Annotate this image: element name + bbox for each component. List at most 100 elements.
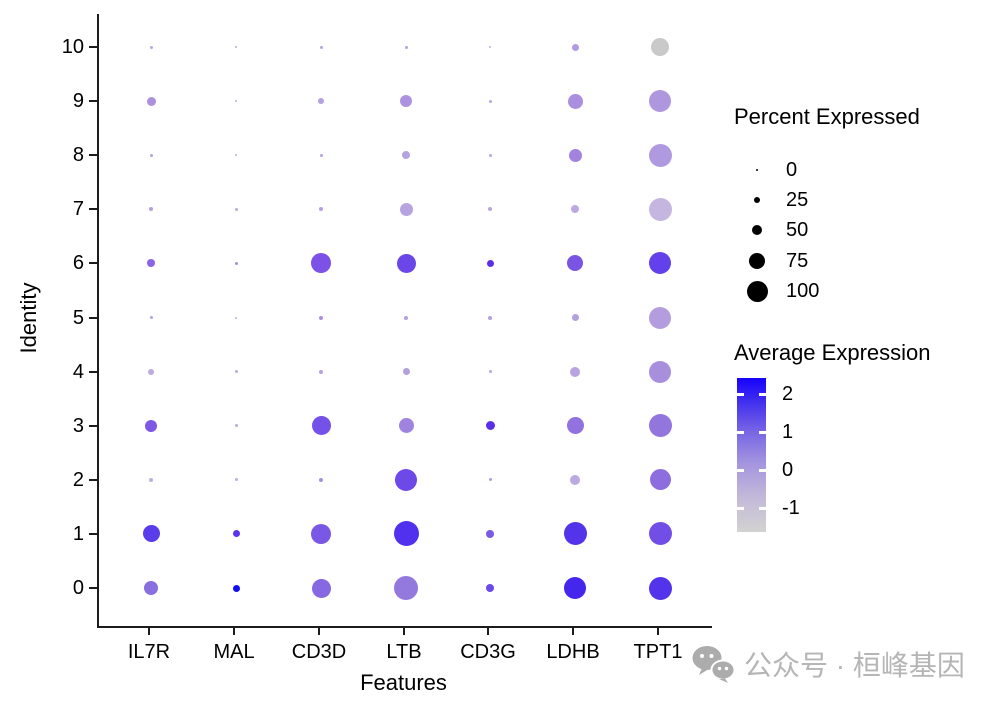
y-tick-label: 9 xyxy=(72,90,84,113)
dot-IL7R-identity-8 xyxy=(149,153,153,157)
dot-CD3G-identity-2 xyxy=(488,478,492,482)
x-tick-mark xyxy=(148,628,150,635)
y-tick-mark xyxy=(89,478,97,481)
dot-CD3D-identity-9 xyxy=(318,98,324,105)
y-tick-mark xyxy=(89,46,97,48)
y-tick-mark xyxy=(89,532,97,535)
dot-LTB-identity-0 xyxy=(394,576,418,600)
dot-CD3G-identity-7 xyxy=(488,207,492,212)
dot-LTB-identity-2 xyxy=(395,468,417,491)
dot-IL7R-identity-3 xyxy=(145,419,157,432)
dot-CD3D-identity-2 xyxy=(319,477,323,482)
dot-TPT1-identity-6 xyxy=(649,252,671,275)
dot-CD3D-identity-3 xyxy=(311,416,331,436)
watermark: 公众号 · 桓峰基因 xyxy=(692,644,965,684)
colorbar-notch-right xyxy=(759,430,766,434)
colorbar-notch-right xyxy=(759,392,766,396)
dot-CD3G-identity-6 xyxy=(486,259,494,267)
legend-size-label: 25 xyxy=(786,189,809,211)
y-tick-mark xyxy=(89,587,97,589)
legend-size-label: 100 xyxy=(786,280,820,302)
x-tick-mark xyxy=(487,628,489,635)
x-tick-label: IL7R xyxy=(127,641,171,663)
legend-color-title: Average Expression xyxy=(734,340,931,365)
x-tick-mark xyxy=(233,628,235,635)
dot-IL7R-identity-7 xyxy=(149,207,153,212)
dot-IL7R-identity-6 xyxy=(147,259,155,268)
dot-TPT1-identity-10 xyxy=(651,38,669,56)
dot-LTB-identity-6 xyxy=(396,253,416,273)
legend-size-dot xyxy=(749,253,765,269)
y-tick-label: 4 xyxy=(72,360,84,383)
dot-LDHB-identity-1 xyxy=(563,522,587,546)
dot-MAL-identity-0 xyxy=(232,584,240,592)
y-tick-label: 3 xyxy=(72,414,84,437)
y-axis-title: Identity xyxy=(16,282,41,354)
y-tick-label: 5 xyxy=(72,306,84,329)
dot-MAL-identity-5 xyxy=(235,316,237,319)
y-tick-label: 8 xyxy=(72,144,84,167)
dot-IL7R-identity-1 xyxy=(142,525,160,543)
dot-CD3D-identity-5 xyxy=(319,315,323,320)
x-tick-label: CD3G xyxy=(460,641,516,663)
dot-IL7R-identity-9 xyxy=(146,96,156,106)
dot-CD3D-identity-8 xyxy=(319,153,323,157)
dot-TPT1-identity-2 xyxy=(649,469,671,491)
dot-LDHB-identity-5 xyxy=(571,314,579,321)
x-tick-mark xyxy=(403,628,405,635)
y-tick-mark xyxy=(89,154,97,157)
dot-TPT1-identity-5 xyxy=(649,306,671,329)
y-tick-mark xyxy=(89,370,97,373)
colorbar-notch-left xyxy=(737,468,744,472)
dot-LTB-identity-9 xyxy=(400,95,412,108)
legend-size-label: 50 xyxy=(786,219,809,241)
x-tick-mark xyxy=(572,628,574,635)
x-axis-title: Features xyxy=(360,670,447,695)
dot-TPT1-identity-4 xyxy=(649,360,671,383)
dot-LDHB-identity-8 xyxy=(568,148,582,162)
colorbar-notch-left xyxy=(737,430,744,434)
dot-CD3G-identity-9 xyxy=(488,99,492,103)
x-tick-mark xyxy=(318,628,320,635)
dot-LDHB-identity-6 xyxy=(567,255,583,272)
y-tick-label: 1 xyxy=(72,522,84,545)
dot-LDHB-identity-2 xyxy=(570,474,580,485)
dot-MAL-identity-3 xyxy=(234,424,238,428)
dot-CD3D-identity-7 xyxy=(319,207,323,212)
legend-size-dot xyxy=(754,197,760,203)
watermark-text: 公众号 · 桓峰基因 xyxy=(744,650,965,681)
dot-CD3G-identity-8 xyxy=(488,153,492,157)
dot-CD3D-identity-10 xyxy=(319,45,323,49)
x-tick-label: LDHB xyxy=(546,641,600,663)
dot-MAL-identity-9 xyxy=(235,100,237,103)
dot-CD3D-identity-6 xyxy=(311,253,331,274)
dot-MAL-identity-2 xyxy=(234,478,238,482)
dot-LDHB-identity-4 xyxy=(570,366,580,377)
dot-LDHB-identity-7 xyxy=(571,205,579,214)
y-tick-label: 10 xyxy=(61,36,84,58)
dot-MAL-identity-7 xyxy=(234,207,238,211)
legend-size-dot xyxy=(752,225,762,235)
dot-IL7R-identity-2 xyxy=(149,477,153,482)
colorbar-tick-label: 2 xyxy=(782,383,794,405)
y-tick-label: 6 xyxy=(72,252,84,275)
colorbar xyxy=(737,378,766,532)
plot-panel xyxy=(97,14,712,628)
x-tick-mark xyxy=(657,628,659,635)
legend-size-label: 0 xyxy=(786,159,798,181)
dot-LTB-identity-4 xyxy=(402,368,410,376)
y-tick-mark xyxy=(89,316,97,319)
dot-TPT1-identity-8 xyxy=(648,143,672,167)
dot-MAL-identity-10 xyxy=(235,46,237,48)
dot-CD3D-identity-1 xyxy=(311,523,331,544)
dot-MAL-identity-6 xyxy=(234,261,238,265)
legend-size-dot xyxy=(746,280,768,302)
dot-LTB-identity-5 xyxy=(404,315,408,320)
y-tick-label: 2 xyxy=(72,468,84,491)
colorbar-tick-label: 0 xyxy=(782,459,794,481)
colorbar-notch-left xyxy=(737,506,744,510)
dot-CD3G-identity-10 xyxy=(489,46,491,48)
legend-size-label: 75 xyxy=(786,250,809,272)
dot-IL7R-identity-5 xyxy=(149,316,153,319)
dot-CD3G-identity-3 xyxy=(485,421,495,431)
